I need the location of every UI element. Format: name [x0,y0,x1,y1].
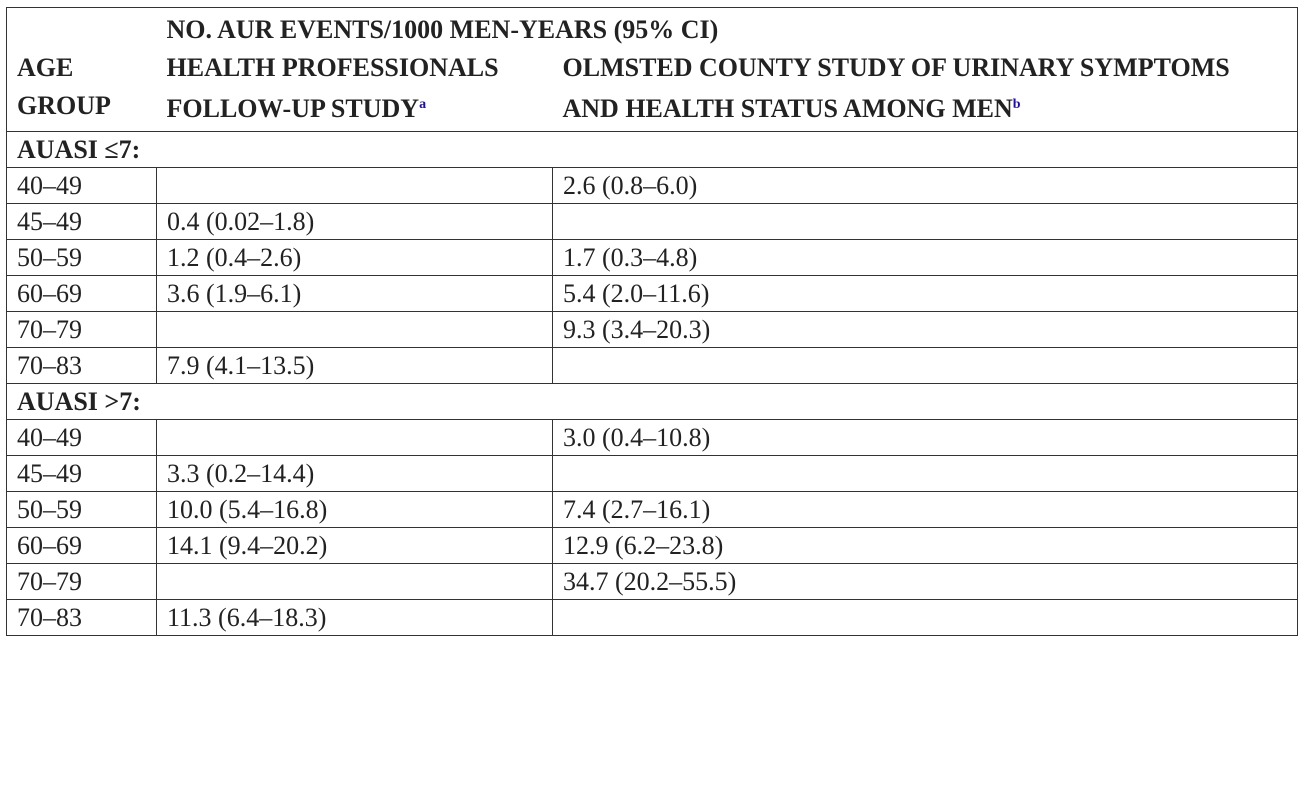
header-hpfs: HEALTH PROFESSIONALS FOLLOW-UP STUDYa [156,49,553,132]
age-cell: 60–69 [6,527,157,564]
olmsted-cell [552,599,1298,636]
hpfs-cell: 10.0 (5.4–16.8) [156,491,553,528]
footnote-b-link[interactable]: b [1012,97,1021,112]
table-row: 70–83 7.9 (4.1–13.5) [6,347,1298,384]
olmsted-cell [552,455,1298,492]
table-row: 50–59 1.2 (0.4–2.6) 1.7 (0.3–4.8) [6,239,1298,276]
age-cell: 70–79 [6,311,157,348]
olmsted-cell [552,347,1298,384]
hpfs-cell: 1.2 (0.4–2.6) [156,239,553,276]
hpfs-cell [156,419,553,456]
table-row: 40–49 2.6 (0.8–6.0) [6,167,1298,204]
age-group-label: AGE GROUP [17,53,111,120]
hpfs-cell: 11.3 (6.4–18.3) [156,599,553,636]
olmsted-cell: 12.9 (6.2–23.8) [552,527,1298,564]
olmsted-cell: 2.6 (0.8–6.0) [552,167,1298,204]
olmsted-cell: 7.4 (2.7–16.1) [552,491,1298,528]
table-body: AUASI ≤7: 40–49 2.6 (0.8–6.0) 45–49 0.4 (0.0… [6,131,1298,636]
olmsted-cell [552,203,1298,240]
table-row: 70–79 34.7 (20.2–55.5) [6,563,1298,600]
table-row: 40–49 3.0 (0.4–10.8) [6,419,1298,456]
table-row: 70–79 9.3 (3.4–20.3) [6,311,1298,348]
header-age-group: AGE GROUP [6,49,157,132]
age-cell: 70–79 [6,563,157,600]
table-row: 60–69 14.1 (9.4–20.2) 12.9 (6.2–23.8) [6,527,1298,564]
header-blank-cell [6,7,157,49]
hpfs-cell: 3.3 (0.2–14.4) [156,455,553,492]
hpfs-cell: 0.4 (0.02–1.8) [156,203,553,240]
olmsted-label: OLMSTED COUNTY STUDY OF URINARY SYMPTOMS… [562,53,1230,123]
age-cell: 70–83 [6,599,157,636]
section-header-row: AUASI >7: [6,383,1298,420]
olmsted-cell: 9.3 (3.4–20.3) [552,311,1298,348]
hpfs-cell [156,563,553,600]
age-cell: 40–49 [6,167,157,204]
age-cell: 50–59 [6,491,157,528]
footnote-a-link[interactable]: a [419,97,427,112]
header-olmsted: OLMSTED COUNTY STUDY OF URINARY SYMPTOMS… [552,49,1298,132]
header-events-title: NO. AUR EVENTS/1000 MEN-YEARS (95% CI) [156,7,1298,49]
hpfs-cell: 7.9 (4.1–13.5) [156,347,553,384]
olmsted-cell: 3.0 (0.4–10.8) [552,419,1298,456]
section-label: AUASI ≤7: [6,131,1298,168]
olmsted-cell: 34.7 (20.2–55.5) [552,563,1298,600]
table-row: 60–69 3.6 (1.9–6.1) 5.4 (2.0–11.6) [6,275,1298,312]
section-header-row: AUASI ≤7: [6,131,1298,168]
age-cell: 45–49 [6,455,157,492]
age-cell: 50–59 [6,239,157,276]
olmsted-cell: 1.7 (0.3–4.8) [552,239,1298,276]
table-row: 50–59 10.0 (5.4–16.8) 7.4 (2.7–16.1) [6,491,1298,528]
hpfs-cell [156,167,553,204]
table-row: 45–49 3.3 (0.2–14.4) [6,455,1298,492]
hpfs-cell: 3.6 (1.9–6.1) [156,275,553,312]
hpfs-cell [156,311,553,348]
hpfs-label: HEALTH PROFESSIONALS FOLLOW-UP STUDY [166,53,499,123]
table-row: 70–83 11.3 (6.4–18.3) [6,599,1298,636]
olmsted-cell: 5.4 (2.0–11.6) [552,275,1298,312]
aur-incidence-table: NO. AUR EVENTS/1000 MEN-YEARS (95% CI) A… [6,7,1298,636]
hpfs-cell: 14.1 (9.4–20.2) [156,527,553,564]
table-row: 45–49 0.4 (0.02–1.8) [6,203,1298,240]
age-cell: 60–69 [6,275,157,312]
age-cell: 70–83 [6,347,157,384]
age-cell: 45–49 [6,203,157,240]
age-cell: 40–49 [6,419,157,456]
section-label: AUASI >7: [6,383,1298,420]
